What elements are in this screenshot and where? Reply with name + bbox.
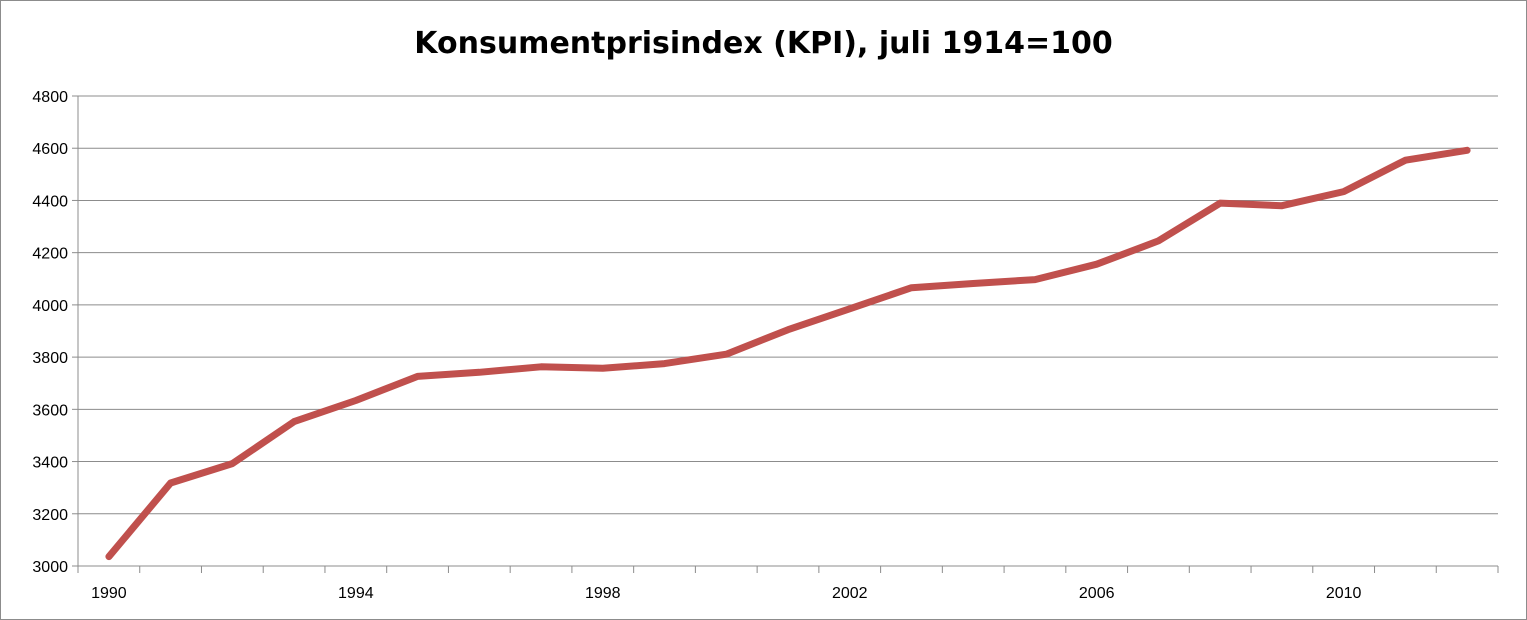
x-tick-label: 1998	[585, 585, 621, 602]
x-tick-label: 2010	[1326, 585, 1362, 602]
x-tick-label: 2002	[832, 585, 868, 602]
x-tick-label: 1994	[338, 585, 374, 602]
y-axis-ticks: 3000 3200 3400 3600 3800 4000 4200 4400 4600 4800	[32, 89, 78, 576]
y-tick-label: 3800	[32, 350, 68, 367]
axes	[77, 96, 1498, 567]
series-line	[105, 146, 1471, 561]
x-tick-label: 2006	[1079, 585, 1115, 602]
y-tick-label: 4000	[32, 298, 68, 315]
y-tick-label: 4400	[32, 193, 68, 210]
chart-title: Konsumentprisindex (KPI), juli 1914=100	[414, 26, 1113, 61]
y-tick-label: 3400	[32, 455, 68, 472]
x-axis-ticks: 1990 1994 1998 2002 2006 2010	[77, 566, 1499, 602]
y-tick-label: 4200	[32, 246, 68, 263]
y-tick-label: 4800	[32, 89, 68, 106]
x-tick-label: 1990	[91, 585, 127, 602]
gridlines	[78, 95, 1498, 515]
y-tick-label: 4600	[32, 141, 68, 158]
y-tick-label: 3200	[32, 507, 68, 524]
y-tick-label: 3600	[32, 402, 68, 419]
y-tick-label: 3000	[32, 559, 68, 576]
series-group	[105, 146, 1471, 561]
